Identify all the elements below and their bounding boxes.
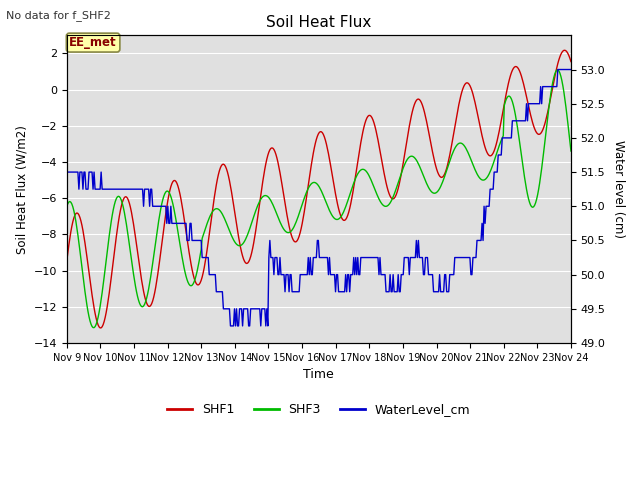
SHF1 bbox=[561, 48, 569, 53]
Line: SHF3: SHF3 bbox=[67, 70, 571, 328]
Text: EE_met: EE_met bbox=[69, 36, 117, 49]
WaterLevel_cm bbox=[477, 238, 485, 243]
Line: SHF1: SHF1 bbox=[67, 50, 571, 328]
WaterLevel_cm bbox=[557, 67, 564, 72]
X-axis label: Time: Time bbox=[303, 368, 334, 381]
SHF3 bbox=[90, 325, 98, 331]
SHF3 bbox=[554, 67, 562, 73]
SHF1 bbox=[307, 168, 314, 174]
WaterLevel_cm bbox=[364, 255, 372, 261]
Legend: SHF1, SHF3, WaterLevel_cm: SHF1, SHF3, WaterLevel_cm bbox=[163, 398, 476, 421]
WaterLevel_cm bbox=[337, 289, 344, 295]
WaterLevel_cm bbox=[227, 323, 234, 329]
SHF3 bbox=[307, 182, 314, 188]
SHF1 bbox=[556, 54, 564, 60]
WaterLevel_cm bbox=[307, 255, 314, 261]
SHF1 bbox=[63, 258, 70, 264]
Line: WaterLevel_cm: WaterLevel_cm bbox=[67, 70, 571, 326]
SHF1 bbox=[477, 128, 485, 134]
SHF3 bbox=[364, 171, 372, 177]
SHF1 bbox=[303, 189, 311, 195]
WaterLevel_cm bbox=[567, 67, 575, 72]
SHF1 bbox=[96, 325, 104, 331]
WaterLevel_cm bbox=[303, 272, 311, 277]
Text: No data for f_SHF2: No data for f_SHF2 bbox=[6, 10, 111, 21]
SHF3 bbox=[477, 177, 485, 182]
SHF1 bbox=[567, 59, 575, 64]
SHF1 bbox=[337, 213, 344, 218]
WaterLevel_cm bbox=[554, 67, 562, 72]
SHF3 bbox=[557, 73, 564, 79]
SHF3 bbox=[567, 148, 575, 154]
WaterLevel_cm bbox=[63, 169, 70, 175]
SHF1 bbox=[364, 113, 372, 119]
SHF3 bbox=[303, 188, 311, 193]
Y-axis label: Soil Heat Flux (W/m2): Soil Heat Flux (W/m2) bbox=[15, 125, 28, 253]
SHF3 bbox=[63, 204, 70, 209]
Y-axis label: Water level (cm): Water level (cm) bbox=[612, 140, 625, 238]
Title: Soil Heat Flux: Soil Heat Flux bbox=[266, 15, 372, 30]
SHF3 bbox=[337, 214, 344, 220]
